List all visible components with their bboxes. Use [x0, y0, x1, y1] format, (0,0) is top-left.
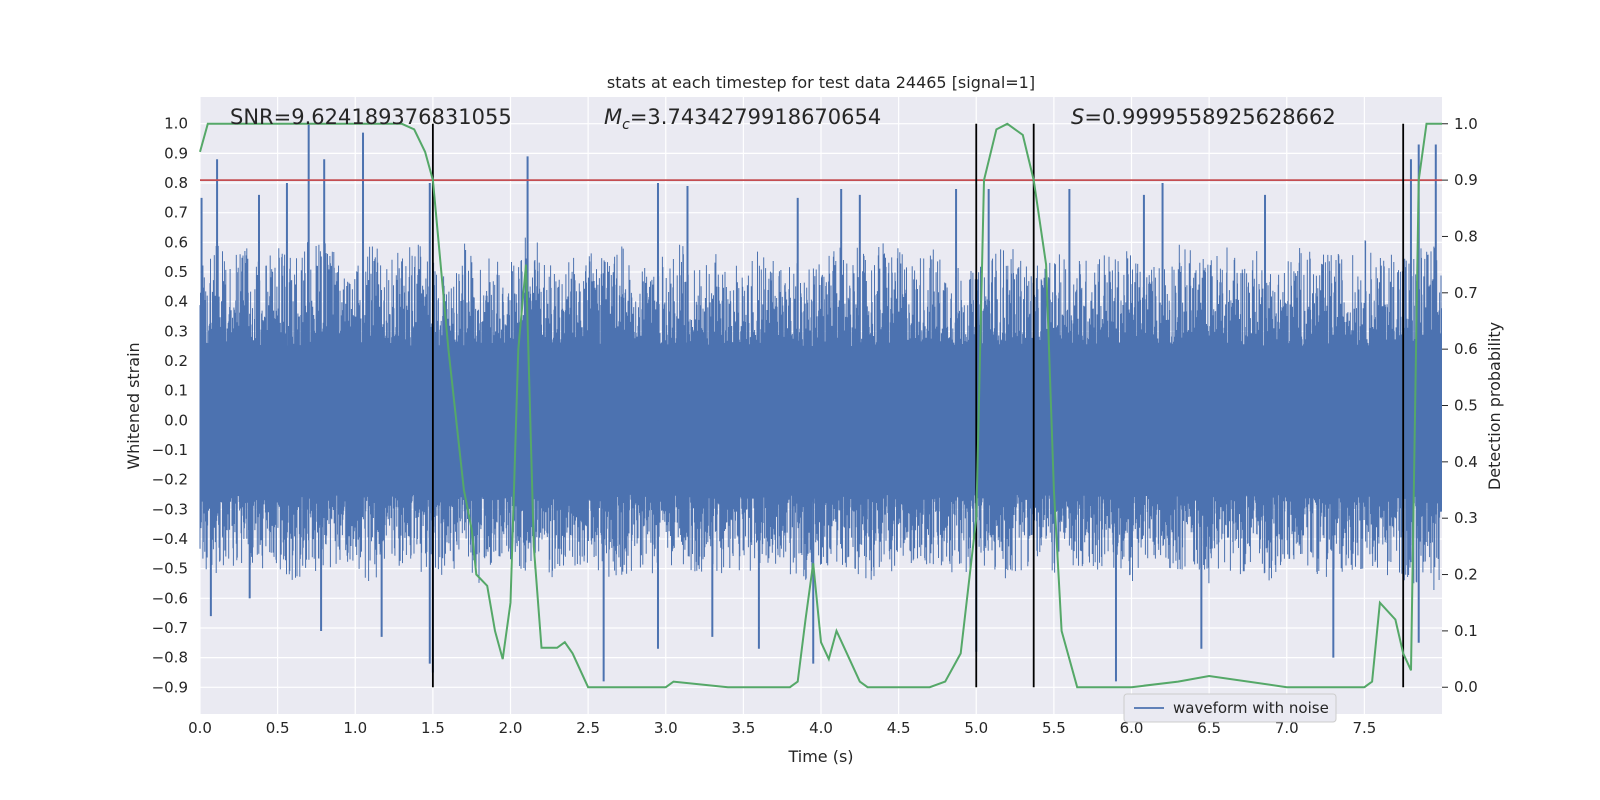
y-tick-label: −0.2: [152, 471, 188, 489]
y-tick-label: 0.5: [164, 263, 188, 281]
y-tick-label: 0.3: [164, 322, 188, 340]
x-axis-label: Time (s): [787, 747, 853, 766]
y2-axis-label: Detection probability: [1485, 322, 1504, 490]
y-axis-ticks: 1.0 0.9 0.8 0.7 0.6 0.5 0.4 0.3 0.2 0.1 0.0 −0.1 −0.…: [152, 115, 188, 697]
y2-tick-label: 0.7: [1454, 284, 1478, 302]
y-tick-label: −0.5: [152, 560, 188, 578]
y-tick-label: 0.9: [164, 144, 188, 162]
probability-line: [199, 122, 1442, 689]
x-tick-label: 7.0: [1275, 719, 1299, 737]
y-tick-label: 0.7: [164, 204, 188, 222]
x-tick-label: 0.5: [266, 719, 290, 737]
chirp-mass-symbol: M: [604, 105, 622, 129]
x-tick-label: 1.5: [421, 719, 445, 737]
x-tick-label: 1.0: [343, 719, 367, 737]
y-tick-label: 1.0: [164, 115, 188, 133]
y-tick-label: 0.4: [164, 293, 188, 311]
y-axis-label: Whitened strain: [124, 342, 143, 469]
chirp-mass-annotation: Mc=3.7434279918670654: [604, 105, 881, 133]
y2-tick-label: 0.6: [1454, 340, 1478, 358]
x-tick-label: 4.5: [887, 719, 911, 737]
y-tick-label: −0.1: [152, 441, 188, 459]
score-annotation: S=0.9999558925628662: [1071, 105, 1336, 129]
snr-annotation: SNR=9.624189376831055: [230, 105, 512, 129]
chirp-mass-subscript: c: [622, 117, 630, 133]
x-tick-label: 3.5: [731, 719, 755, 737]
y-tick-label: −0.7: [152, 619, 188, 637]
y-tick-label: 0.6: [164, 233, 188, 251]
legend: waveform with noise: [1123, 693, 1337, 723]
y2-tick-label: 0.5: [1454, 397, 1478, 415]
x-tick-label: 5.5: [1042, 719, 1066, 737]
chirp-mass-value: =3.7434279918670654: [630, 105, 881, 129]
y-tick-label: −0.9: [152, 678, 188, 696]
y-tick-label: 0.8: [164, 174, 188, 192]
y2-axis-ticks: 1.0 0.9 0.8 0.7 0.6 0.5 0.4 0.3 0.2 0.1 0.0: [1442, 115, 1478, 696]
x-tick-label: 2.0: [499, 719, 523, 737]
waveform-trace: [199, 237, 1442, 590]
y2-tick-label: 0.4: [1454, 453, 1478, 471]
vertical-markers: [431, 123, 1405, 688]
waveform-series: [199, 123, 1442, 682]
x-tick-label: 5.0: [964, 719, 988, 737]
x-tick-label: 3.0: [654, 719, 678, 737]
y-tick-label: 0.0: [164, 411, 188, 429]
score-value: =0.9999558925628662: [1084, 105, 1335, 129]
x-tick-label: 2.5: [576, 719, 600, 737]
y2-tick-label: 0.8: [1454, 227, 1478, 245]
legend-box: [1123, 693, 1337, 723]
y-tick-label: 0.1: [164, 382, 188, 400]
score-symbol: S: [1071, 105, 1084, 129]
probability-series: [199, 122, 1442, 689]
x-tick-label: 6.0: [1120, 719, 1144, 737]
y2-tick-label: 0.0: [1454, 678, 1478, 696]
y-tick-label: −0.6: [152, 589, 188, 607]
x-tick-label: 6.5: [1197, 719, 1221, 737]
y2-tick-label: 1.0: [1454, 115, 1478, 133]
y2-tick-label: 0.2: [1454, 566, 1478, 584]
chart-title: stats at each timestep for test data 244…: [607, 73, 1035, 92]
y2-tick-label: 0.1: [1454, 622, 1478, 640]
y-tick-label: 0.2: [164, 352, 188, 370]
y-tick-label: −0.8: [152, 649, 188, 667]
legend-label: waveform with noise: [1173, 699, 1329, 717]
y-tick-label: −0.4: [152, 530, 188, 548]
y-tick-label: −0.3: [152, 500, 188, 518]
x-tick-label: 0.0: [188, 719, 212, 737]
x-tick-label: 4.0: [809, 719, 833, 737]
y2-tick-label: 0.3: [1454, 509, 1478, 527]
x-axis-ticks: 0.0 0.5 1.0 1.5 2.0 2.5 3.0 3.5 4.0 4.5 5.0 5.5 6.0 6…: [188, 719, 1376, 737]
y2-tick-label: 0.9: [1454, 171, 1478, 189]
x-tick-label: 7.5: [1352, 719, 1376, 737]
